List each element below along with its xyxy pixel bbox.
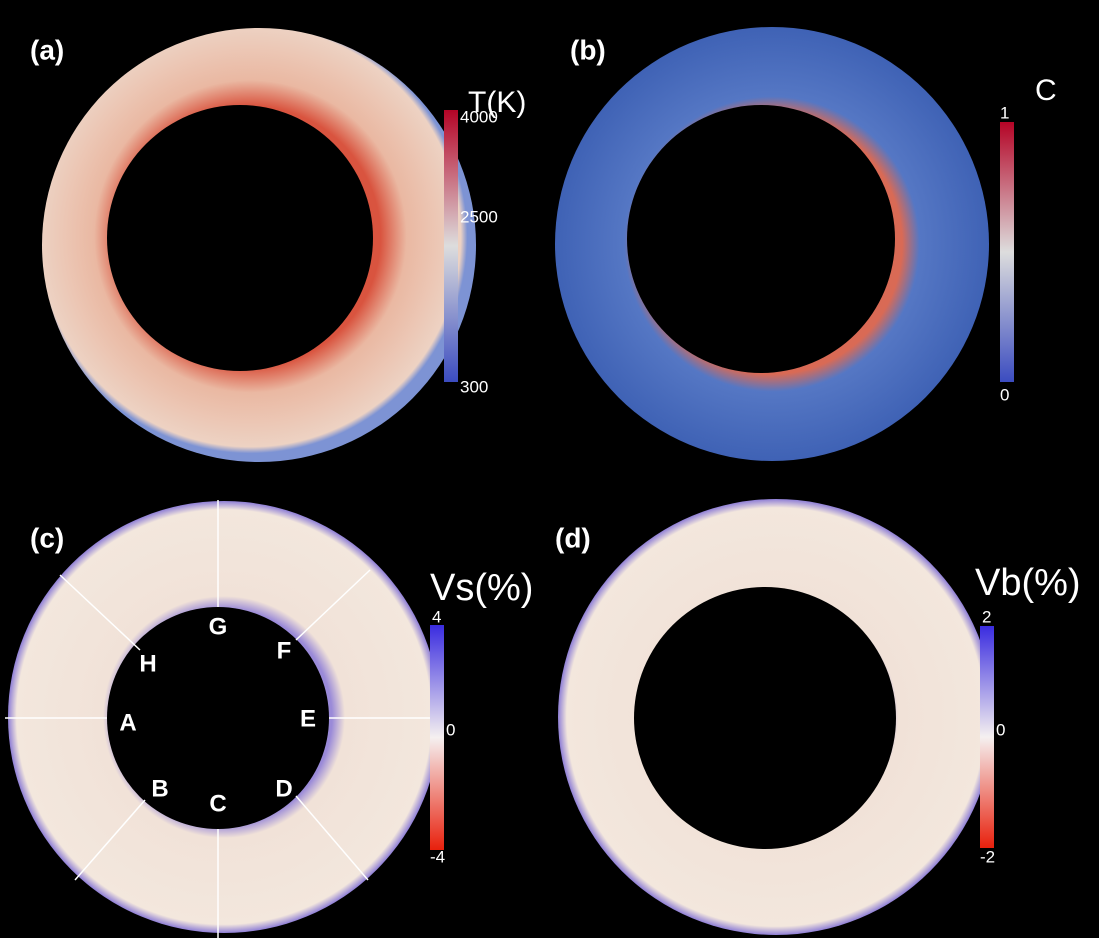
tick: -4	[430, 847, 445, 866]
ray	[74, 799, 146, 881]
marker: C	[209, 790, 226, 817]
tick: 4000	[460, 107, 498, 126]
colorbar-title: Vb(%)	[975, 562, 1081, 604]
panel-label: (a)	[30, 34, 64, 65]
marker: F	[277, 637, 292, 664]
marker: G	[209, 613, 228, 640]
marker: E	[300, 705, 316, 732]
tick: 0	[446, 720, 455, 739]
colorbar-title: T(K)	[468, 86, 526, 119]
core	[627, 105, 895, 373]
ray	[59, 574, 141, 651]
core	[107, 607, 329, 829]
panel-label: (c)	[30, 522, 64, 553]
ray	[295, 795, 369, 881]
tick: 0	[996, 720, 1005, 739]
tick: -2	[980, 847, 995, 866]
colorbar	[430, 625, 444, 850]
tick: 1	[1000, 103, 1009, 122]
core	[107, 105, 373, 371]
panel-label: (d)	[555, 522, 591, 553]
tick: 300	[460, 377, 488, 396]
colorbar-title: C	[1035, 74, 1057, 107]
colorbar-title: Vs(%)	[430, 567, 533, 609]
marker: B	[151, 775, 168, 802]
tick: 2	[982, 607, 991, 626]
marker: D	[275, 775, 292, 802]
colorbar	[980, 626, 994, 848]
tick: 4	[432, 607, 441, 626]
marker: H	[139, 650, 156, 677]
colorbar	[444, 110, 458, 382]
core	[634, 587, 896, 849]
panel-label: (b)	[570, 34, 606, 65]
colorbar	[1000, 122, 1014, 382]
tick: 2500	[460, 207, 498, 226]
ray	[295, 569, 371, 641]
marker: A	[119, 709, 136, 736]
tick: 0	[1000, 385, 1009, 404]
rays	[5, 500, 432, 938]
